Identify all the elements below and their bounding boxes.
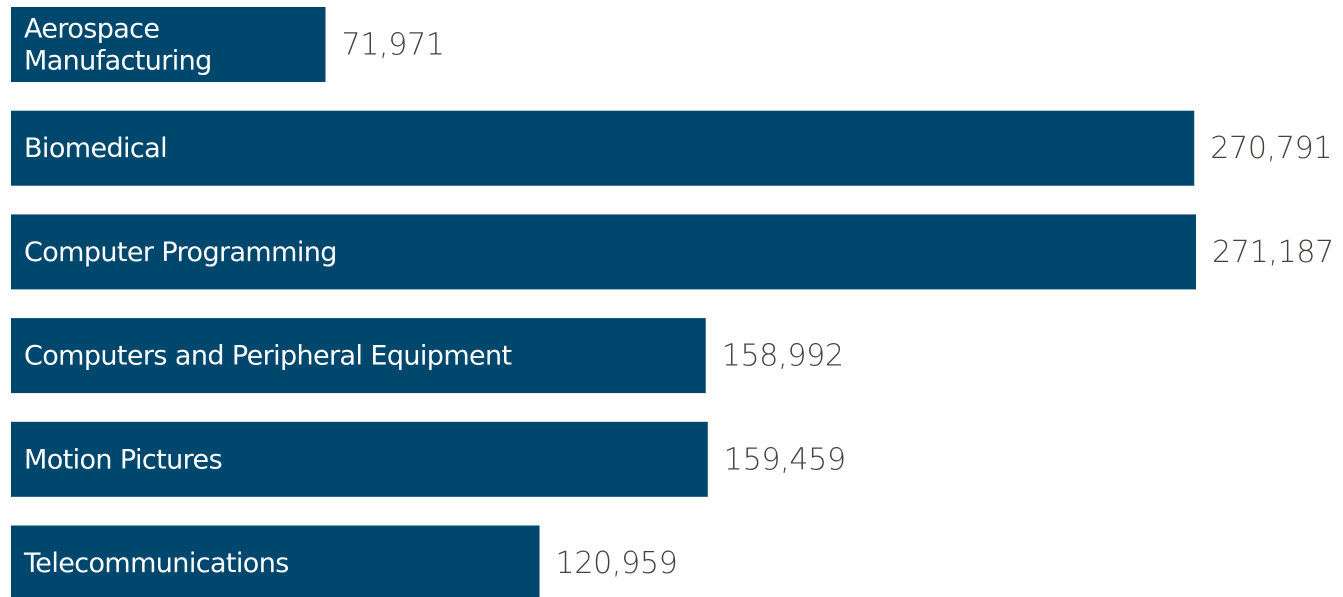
bars-group xyxy=(11,7,1196,597)
category-label-computer-programming: Computer Programming xyxy=(24,237,337,268)
value-label-biomedical: 270,791 xyxy=(1210,131,1332,166)
category-label-motion-pictures: Motion Pictures xyxy=(24,444,222,475)
category-label-line: Computers and Peripheral Equipment xyxy=(24,341,512,372)
value-label-motion-pictures: 159,459 xyxy=(724,442,846,477)
category-label-line: Manufacturing xyxy=(24,46,212,77)
category-labels-group: Aerospace Manufacturing Biomedical Computer… xyxy=(23,14,512,580)
value-label-aerospace-manufacturing: 71,971 xyxy=(341,28,444,63)
category-label-line: Biomedical xyxy=(24,133,167,164)
value-label-telecommunications: 120,959 xyxy=(556,546,678,581)
category-label-aerospace-manufacturing: Aerospace Manufacturing xyxy=(24,14,212,77)
category-label-line: Telecommunications xyxy=(23,548,289,579)
category-label-line: Aerospace xyxy=(24,14,159,45)
category-label-line: Computer Programming xyxy=(24,237,337,268)
value-labels-group: 71,971 270,791 271,187 158,992 159,459 120,95… xyxy=(341,28,1334,582)
category-label-telecommunications: Telecommunications xyxy=(23,548,289,579)
category-label-biomedical: Biomedical xyxy=(24,133,167,164)
value-label-computer-programming: 271,187 xyxy=(1212,235,1334,270)
bar-telecommunications xyxy=(11,525,540,597)
bar-motion-pictures xyxy=(11,421,708,497)
bar-computer-programming xyxy=(11,214,1196,290)
bar-computers-and-peripheral-equipment xyxy=(11,318,706,394)
category-label-computers-and-peripheral-equipment: Computers and Peripheral Equipment xyxy=(24,341,512,372)
bar-aerospace-manufacturing xyxy=(11,7,326,82)
value-label-computers-and-peripheral-equipment: 158,992 xyxy=(722,339,844,374)
bar-biomedical xyxy=(11,110,1195,186)
category-label-line: Motion Pictures xyxy=(24,444,222,475)
